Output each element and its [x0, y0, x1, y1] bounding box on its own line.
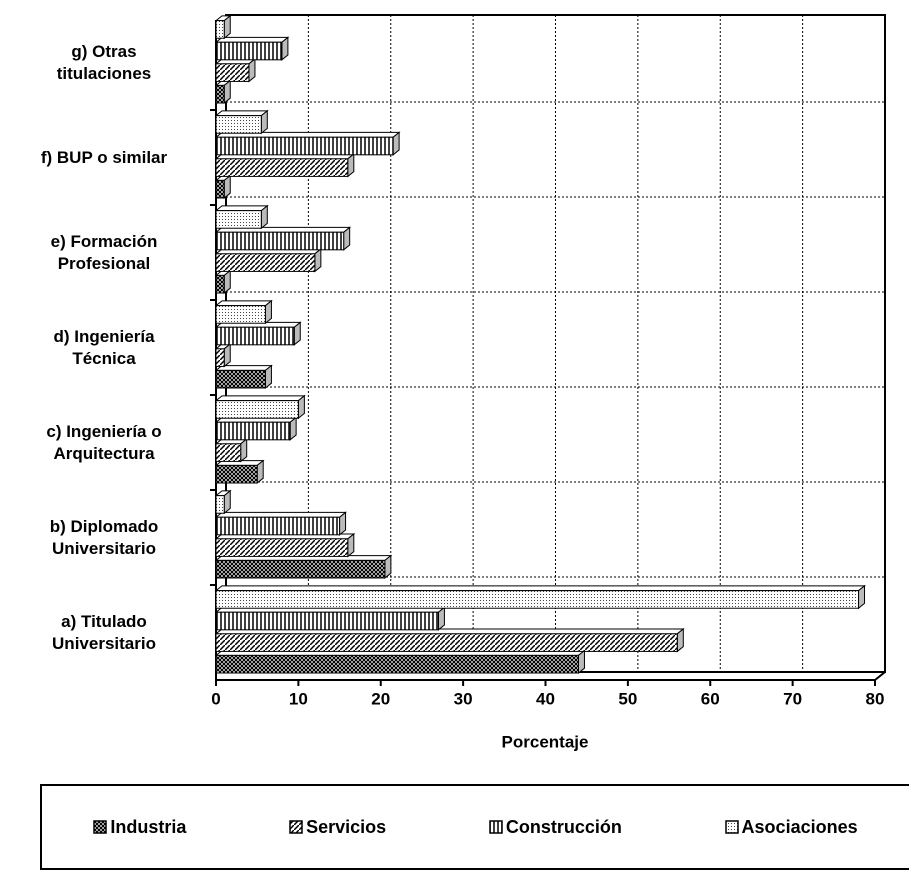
- legend-swatch: [289, 820, 303, 834]
- legend-item: Construcción: [489, 817, 622, 838]
- bar: [215, 516, 341, 536]
- bar: [215, 633, 678, 652]
- bar-top: [214, 300, 273, 307]
- bar: [215, 654, 579, 674]
- category-label: e) Formación Profesional: [50, 231, 158, 273]
- bar: [215, 464, 258, 484]
- legend-label: Servicios: [306, 816, 387, 837]
- chart: Porcentaje 0 10 20 30 40 50 60 70 80: [210, 14, 886, 751]
- x-tick-label: 50: [618, 689, 637, 708]
- legend-label: Construcción: [505, 816, 622, 837]
- legend-label: Asociaciones: [741, 816, 858, 837]
- legend-label: Industria: [110, 816, 187, 837]
- bar: [215, 274, 225, 294]
- x-tick-label: 40: [536, 689, 555, 708]
- x-tick-label: 10: [289, 689, 308, 708]
- bar: [215, 231, 345, 251]
- bar-top: [214, 395, 306, 402]
- legend-swatch-rect: [93, 820, 108, 834]
- bar: [215, 495, 225, 514]
- legend-item: Servicios: [289, 817, 386, 838]
- category-label: b) Diplomado Universitario: [49, 516, 159, 558]
- legend-item: Industria: [93, 817, 186, 838]
- bar-top: [214, 205, 269, 212]
- legend-swatch: [489, 820, 503, 834]
- bar: [215, 20, 225, 39]
- category-label: f) BUP o similar: [40, 147, 168, 167]
- bar: [215, 63, 250, 82]
- bar: [215, 115, 262, 134]
- legend-swatch: [93, 820, 108, 834]
- bar: [215, 559, 386, 579]
- bar: [215, 369, 266, 389]
- bar: [215, 136, 394, 156]
- legend-swatch-rect: [489, 820, 503, 834]
- legend: Industria Servicios Construcción Asociacion…: [40, 784, 909, 870]
- bar: [215, 326, 295, 346]
- x-axis-label: Porcentaje: [502, 732, 589, 751]
- category-label: c) Ingeniería o Arquitectura: [46, 421, 162, 463]
- bar-top: [214, 36, 290, 43]
- bar-top: [214, 110, 269, 117]
- legend-swatch-rect: [724, 820, 739, 834]
- bar: [215, 590, 860, 609]
- x-tick-label: 30: [454, 689, 473, 708]
- bar: [215, 305, 266, 324]
- legend-swatch-rect: [289, 820, 303, 834]
- bar: [215, 210, 262, 229]
- x-tick-label: 80: [866, 689, 885, 708]
- bar: [215, 421, 291, 441]
- bar: [215, 443, 242, 462]
- bar: [215, 158, 349, 177]
- legend-item: Asociaciones: [724, 816, 858, 838]
- bar: [215, 400, 299, 419]
- x-tick-label: 0: [211, 689, 220, 708]
- bar: [215, 538, 349, 557]
- bar: [215, 348, 225, 367]
- x-axis-depth: [874, 671, 886, 681]
- x-tick-label: 20: [371, 689, 390, 708]
- bar-top: [214, 511, 347, 518]
- x-tick-label: 70: [783, 689, 802, 708]
- bar-top: [214, 585, 866, 592]
- bar: [215, 179, 225, 199]
- legend-swatch: [724, 820, 739, 834]
- category-label: g) Otras titulaciones: [56, 41, 152, 83]
- bar: [215, 611, 439, 631]
- bar: [215, 84, 225, 104]
- bar: [215, 253, 316, 272]
- category-label: d) Ingeniería Técnica: [53, 326, 155, 368]
- x-tick-label: 60: [701, 689, 720, 708]
- category-label: a) Titulado Universitario: [52, 611, 156, 653]
- bar: [215, 41, 283, 61]
